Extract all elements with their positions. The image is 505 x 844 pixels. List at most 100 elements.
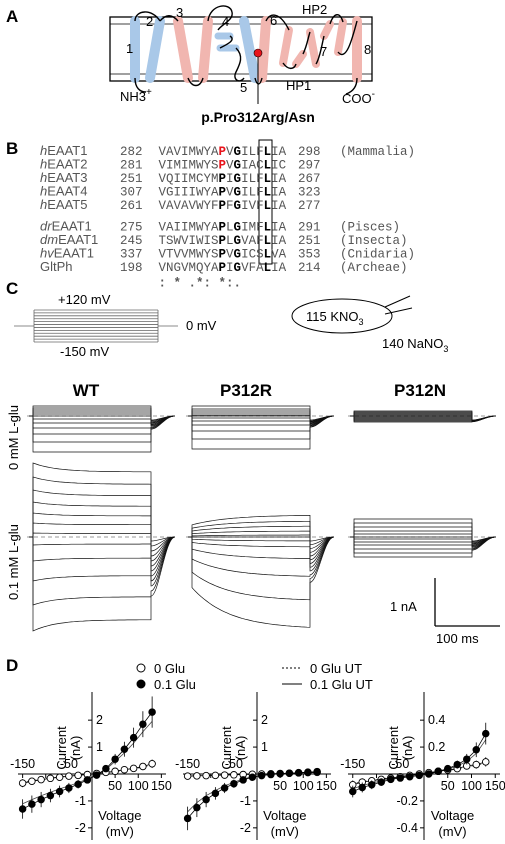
current-trace: [29, 512, 176, 562]
series-01-glu-point: [377, 778, 386, 786]
x-tick-label: -150: [340, 757, 365, 771]
loop-4c-5: [234, 47, 245, 82]
current-trace: [188, 415, 335, 426]
current-trace: [29, 415, 176, 443]
alignment-row-sequence: VNGVMQYAPIGVFALIA: [159, 261, 287, 275]
column-title-p312r: P312R: [220, 381, 272, 400]
x-tick-label: 150: [485, 779, 505, 793]
traces-p312r-01glu: [186, 515, 335, 628]
alignment-row-start: 261: [120, 199, 143, 213]
series-01-glu-point: [248, 773, 257, 781]
current-trace: [188, 534, 335, 557]
x-tick-label: -50: [225, 757, 243, 771]
series-01-glu-point: [434, 767, 443, 776]
voltage-protocol: +120 mV -150 mV 0 mV: [14, 292, 217, 359]
alignment-row-taxon: (Insecta): [340, 234, 408, 248]
series-01-glu-point: [313, 767, 321, 776]
alignment-row-start: 281: [120, 159, 143, 173]
x-axis-unit: (mV): [271, 824, 299, 839]
y-axis-title: Current: [386, 726, 401, 770]
series-01-glu-point: [92, 771, 101, 779]
x-tick-label: 100: [128, 779, 149, 793]
current-trace: [188, 536, 335, 628]
y-tick-label: 2: [261, 713, 268, 727]
series-01-glu-point: [129, 733, 138, 742]
alignment-row-start: 275: [120, 221, 143, 235]
current-trace: [350, 536, 497, 546]
series-01-glu-point: [368, 781, 376, 789]
series-0-glu-point: [55, 773, 64, 781]
traces-wt-0glu: [27, 405, 176, 453]
alignment-row-sequence: VTVVMWYSPVGICSLVA: [159, 248, 287, 262]
current-trace: [29, 489, 176, 552]
current-trace: [350, 526, 497, 544]
series-0-glu-point: [28, 777, 36, 786]
x-tick-label: 50: [273, 779, 287, 793]
series-01-glu-point: [220, 784, 229, 792]
hp2-label: HP2: [302, 2, 327, 17]
current-trace: [350, 536, 497, 548]
alignment-row-end: 251: [298, 234, 321, 248]
x-tick-label: -50: [60, 757, 78, 771]
column-title-p312n: P312N: [394, 381, 446, 400]
loop-hp2-7b: [329, 14, 344, 25]
series-01-glu-point: [453, 760, 462, 769]
x-tick-label: 50: [108, 779, 122, 793]
current-trace: [350, 536, 497, 547]
current-trace: [29, 536, 176, 632]
tm4-number: 4: [222, 14, 229, 29]
traces-wt-01glu: [27, 462, 176, 632]
iv-plot-p312r: -150 -50 50 100 150 2 1 -1 -2 Current (nA) Voltage(…: [175, 692, 337, 840]
current-trace: [350, 522, 497, 543]
series-0-glu-point: [202, 771, 210, 780]
current-trace: [29, 407, 176, 422]
n-terminus-label: NH3+: [120, 87, 152, 104]
series-01-glu-point: [267, 770, 275, 779]
alignment-row-start: 307: [120, 186, 143, 200]
series-0-glu-point: [230, 771, 238, 779]
y-tick-label: -2: [240, 821, 251, 835]
series-0-glu-point: [220, 771, 229, 779]
panel-d: D 0 Glu 0.1 Glu 0 Glu UT 0.1 Glu UT -150…: [6, 656, 505, 840]
y-tick-label: -1: [240, 794, 251, 808]
legend-label-01-glu-ut: 0.1 Glu UT: [310, 677, 373, 692]
series-01-glu-line: [22, 711, 153, 810]
series-01-glu-point: [463, 755, 471, 763]
tm5-helix: [239, 16, 260, 83]
current-trace: [188, 412, 335, 423]
hp2-helix: [320, 20, 334, 40]
current-trace: [188, 408, 335, 422]
series-01-glu-point: [358, 783, 367, 792]
current-trace: [188, 536, 335, 564]
pipette-cell-outline: [291, 298, 393, 334]
series-01-glu-point: [28, 800, 36, 808]
alignment-row-sequence: VAVAVWYFPFGIVFLIA: [159, 199, 287, 213]
protocol-hold-voltage: 0 mV: [186, 318, 217, 333]
tm3-helix: [173, 16, 193, 83]
y-axis-unit: (nA): [233, 736, 248, 761]
y-axis-title: Current: [219, 726, 234, 770]
current-trace: [188, 515, 335, 542]
series-01-glu-point: [183, 814, 192, 823]
loop-hp1: [282, 62, 297, 70]
current-trace: [188, 415, 335, 450]
scale-bar: 1 nA 100 ms: [390, 578, 500, 646]
tm5-number: 5: [240, 80, 247, 95]
current-trace: [188, 530, 335, 553]
alignment-row-sequence: TSWVIWISPLGVAFLIA: [159, 234, 287, 248]
series-01-glu-point: [46, 791, 55, 800]
series-01-glu-point: [120, 745, 129, 753]
tm1-number: 1: [126, 41, 133, 56]
column-title-wt: WT: [73, 381, 100, 400]
series-0-glu-point: [148, 760, 156, 768]
tm4a-helix: [198, 16, 213, 83]
alignment-row-end: 297: [298, 159, 321, 173]
y-tick-label: 1: [96, 740, 103, 754]
alignment-row-start: 251: [120, 172, 143, 186]
y-tick-label: 0.4: [428, 713, 445, 727]
alignment-row-name: hEAAT5: [40, 197, 87, 212]
current-trace: [29, 405, 176, 421]
loop-7b-8: [337, 20, 358, 56]
series-01-glu-point: [425, 770, 433, 778]
